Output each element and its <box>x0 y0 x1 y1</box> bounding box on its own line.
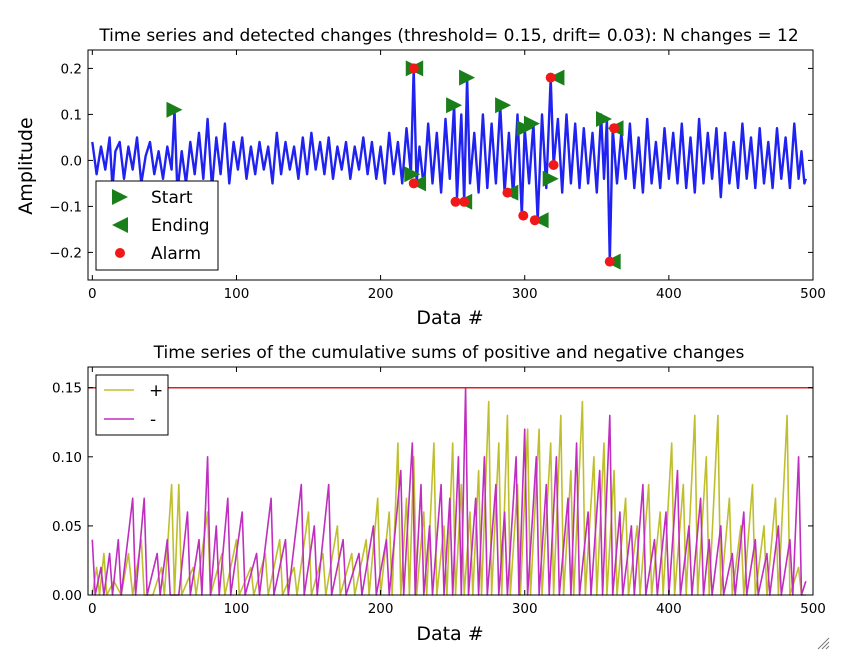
y-tick-label-2: 0.0 <box>61 153 82 169</box>
start-marker-1 <box>404 166 421 183</box>
start-marker-2 <box>446 97 463 114</box>
plot-1-x-ticks: 0 100 200 300 400 500 <box>88 50 826 302</box>
resize-grip-icon[interactable] <box>816 636 830 650</box>
alarm-marker-2 <box>408 178 419 189</box>
plot-1: Time series and detected changes (thresh… <box>15 26 826 329</box>
plot-1-frame <box>87 49 814 281</box>
alarm-marker-9 <box>548 160 559 170</box>
y-tick-label-2: 0.05 <box>52 519 82 535</box>
start-marker-0 <box>166 101 183 118</box>
start-marker-8 <box>596 111 613 127</box>
y-tick-label-1: 0.1 <box>61 107 82 123</box>
plot-2-y-ticks: 0.15 0.10 0.05 0.00 <box>52 381 813 604</box>
alarm-marker-11 <box>609 123 620 134</box>
ending-marker-3 <box>532 212 549 229</box>
y-tick-label-0: 0.2 <box>61 61 82 77</box>
plot-1-legend: Start Ending Alarm <box>95 180 219 271</box>
alarm-marker-8 <box>545 72 556 83</box>
start-marker-7 <box>542 170 559 187</box>
y-tick-label-3: 0.00 <box>52 588 82 604</box>
x-tick-label-3: 300 <box>512 286 538 302</box>
plot-1-title: Time series and detected changes (thresh… <box>98 26 798 46</box>
gn-line <box>91 386 807 596</box>
x-tick-label-5: 500 <box>800 601 826 617</box>
alarm-marker-7 <box>529 215 540 226</box>
plot-2-series <box>91 386 807 596</box>
legend-ending-marker <box>112 217 128 233</box>
legend-alarm-marker <box>115 248 125 258</box>
start-marker-3 <box>459 69 476 86</box>
legend-gn-label: - <box>150 410 156 430</box>
alarm-marker-5 <box>502 187 513 198</box>
x-tick-label-5: 500 <box>800 286 826 302</box>
plot-2-legend: + - <box>95 374 169 436</box>
legend-alarm-label: Alarm <box>151 244 201 264</box>
x-tick-label-4: 400 <box>656 601 682 617</box>
legend-start-label: Start <box>151 188 193 208</box>
ending-marker-4 <box>548 69 565 86</box>
alarm-marker-3 <box>450 196 461 207</box>
plot-1-y-label: Amplitude <box>15 117 37 214</box>
x-tick-label-1: 100 <box>224 286 250 302</box>
y-tick-label-3: −0.1 <box>49 199 82 215</box>
plot-1-markers <box>166 60 624 270</box>
alarm-marker-4 <box>459 196 470 207</box>
alarm-marker-6 <box>518 210 529 221</box>
x-tick-label-1: 100 <box>224 601 250 617</box>
plot-1-y-ticks: 0.2 0.1 0.0 −0.1 −0.2 <box>49 61 813 261</box>
start-marker-6 <box>523 115 540 132</box>
plot-2-x-label: Data # <box>416 623 483 645</box>
x-tick-label-4: 400 <box>656 286 682 302</box>
plot-1-x-label: Data # <box>416 307 483 329</box>
x-tick-label-2: 200 <box>368 601 394 617</box>
alarm-marker-1 <box>408 63 419 74</box>
plot-2-title: Time series of the cumulative sums of po… <box>153 343 745 363</box>
x-tick-label-0: 0 <box>88 286 97 302</box>
y-tick-label-4: −0.2 <box>49 245 82 261</box>
legend-gp-label: + <box>149 381 163 401</box>
alarm-marker-10 <box>604 256 615 267</box>
legend-ending-label: Ending <box>151 216 210 236</box>
plot-2: Time series of the cumulative sums of po… <box>52 343 826 645</box>
start-marker-4 <box>495 97 512 114</box>
legend-start-marker <box>112 189 128 205</box>
plot-2-x-ticks: 0 100 200 300 400 500 <box>88 367 826 617</box>
legend-box <box>95 374 169 436</box>
y-tick-label-1: 0.10 <box>52 450 82 466</box>
y-tick-label-0: 0.15 <box>52 381 82 397</box>
plot-2-frame <box>87 366 814 596</box>
x-tick-label-2: 200 <box>368 286 394 302</box>
x-tick-label-0: 0 <box>88 601 97 617</box>
x-tick-label-3: 300 <box>512 601 538 617</box>
